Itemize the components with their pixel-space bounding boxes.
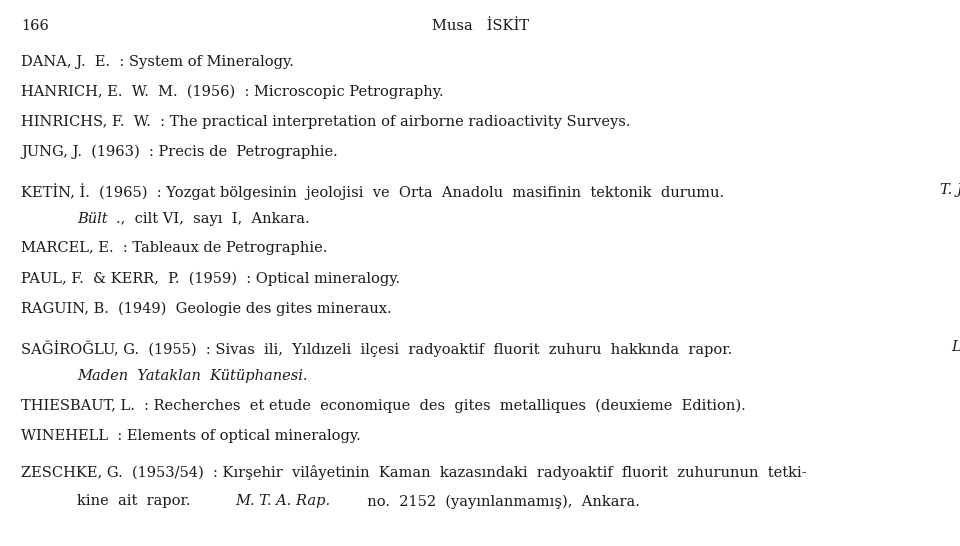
Text: ZESCHKE, G.  (1953/54)  : Kırşehir  vilâyetinin  Kaman  kazasındaki  radyoaktif : ZESCHKE, G. (1953/54) : Kırşehir vilâyet… — [21, 465, 806, 480]
Text: no.  2152  (yayınlanmamış),  Ankara.: no. 2152 (yayınlanmamış), Ankara. — [358, 494, 639, 508]
Text: HANRICH, E.  W.  M.  (1956)  : Microscopic Petrography.: HANRICH, E. W. M. (1956) : Microscopic P… — [21, 85, 444, 99]
Text: kine  ait  rapor.: kine ait rapor. — [77, 494, 200, 508]
Text: HINRICHS, F.  W.  : The practical interpretation of airborne radioactivity Surve: HINRICHS, F. W. : The practical interpre… — [21, 115, 631, 129]
Text: MARCEL, E.  : Tableaux de Petrographie.: MARCEL, E. : Tableaux de Petrographie. — [21, 241, 327, 256]
Text: Bült: Bült — [77, 212, 108, 226]
Text: PAUL, F.  & KERR,  P.  (1959)  : Optical mineralogy.: PAUL, F. & KERR, P. (1959) : Optical min… — [21, 271, 400, 286]
Text: .,  cilt VI,  sayı  I,  Ankara.: ., cilt VI, sayı I, Ankara. — [116, 212, 310, 226]
Text: DANA, J.  E.  : System of Mineralogy.: DANA, J. E. : System of Mineralogy. — [21, 55, 294, 69]
Text: Musa   İSKİT: Musa İSKİT — [431, 19, 529, 33]
Text: Maden  Yataklan  Kütüphanesi.: Maden Yataklan Kütüphanesi. — [77, 369, 307, 383]
Text: RAGUIN, B.  (1949)  Geologie des gites mineraux.: RAGUIN, B. (1949) Geologie des gites min… — [21, 301, 392, 316]
Text: 166: 166 — [21, 19, 49, 33]
Text: M. T. A. Rap.: M. T. A. Rap. — [235, 494, 330, 508]
Text: JUNG, J.  (1963)  : Precis de  Petrographie.: JUNG, J. (1963) : Precis de Petrographie… — [21, 145, 338, 159]
Text: KETİN, İ.  (1965)  : Yozgat bölgesinin  jeolojisi  ve  Orta  Anadolu  masifinin : KETİN, İ. (1965) : Yozgat bölgesinin jeo… — [21, 183, 733, 200]
Text: T. J. K.: T. J. K. — [940, 183, 960, 197]
Text: L T. Ü.: L T. Ü. — [950, 340, 960, 354]
Text: WINEHELL  : Elements of optical mineralogy.: WINEHELL : Elements of optical mineralog… — [21, 429, 361, 443]
Text: THIESBAUT, L.  : Recherches  et etude  economique  des  gites  metalliques  (deu: THIESBAUT, L. : Recherches et etude econ… — [21, 399, 746, 413]
Text: SAĞİROĞLU, G.  (1955)  : Sivas  ili,  Yıldızeli  ilçesi  radyoaktif  fluorit  zu: SAĞİROĞLU, G. (1955) : Sivas ili, Yıldız… — [21, 340, 742, 357]
